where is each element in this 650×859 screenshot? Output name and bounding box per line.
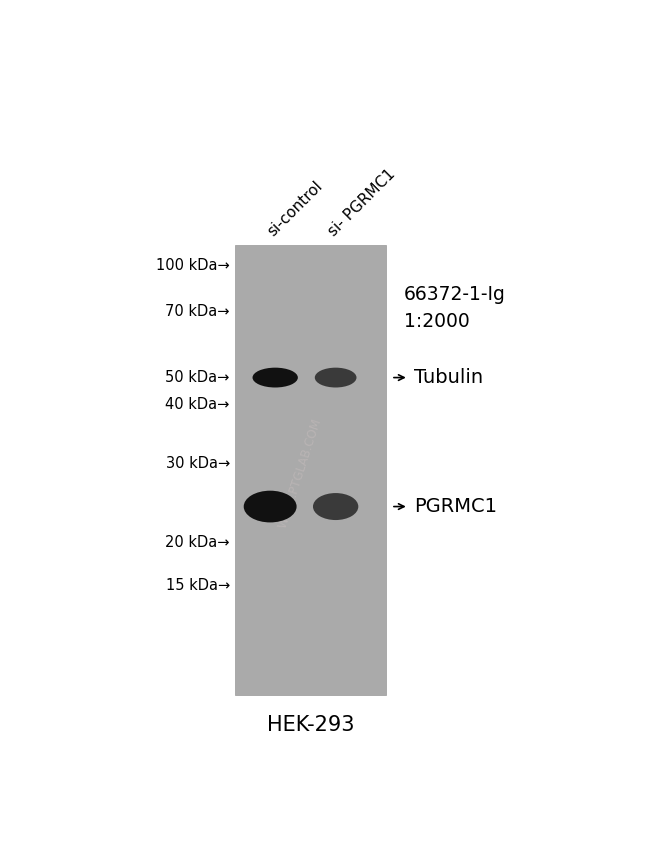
- Text: 40 kDa→: 40 kDa→: [166, 397, 230, 411]
- Ellipse shape: [315, 368, 356, 387]
- Ellipse shape: [244, 490, 296, 522]
- Text: 20 kDa→: 20 kDa→: [165, 535, 230, 551]
- Text: 50 kDa→: 50 kDa→: [166, 370, 230, 385]
- Text: 15 kDa→: 15 kDa→: [166, 578, 230, 594]
- Text: PGRMC1: PGRMC1: [414, 497, 497, 516]
- Text: Tubulin: Tubulin: [414, 368, 483, 387]
- Ellipse shape: [253, 368, 298, 387]
- Text: si- PGRMC1: si- PGRMC1: [325, 166, 398, 239]
- Bar: [235, 246, 386, 695]
- Text: 66372-1-Ig: 66372-1-Ig: [404, 285, 506, 304]
- Text: 30 kDa→: 30 kDa→: [166, 456, 230, 471]
- Text: WWW.PTGLAB.COM: WWW.PTGLAB.COM: [276, 417, 324, 530]
- Text: si-control: si-control: [265, 178, 325, 239]
- Text: 100 kDa→: 100 kDa→: [156, 258, 230, 272]
- Text: 70 kDa→: 70 kDa→: [165, 304, 230, 319]
- Ellipse shape: [313, 493, 358, 520]
- Text: HEK-293: HEK-293: [266, 715, 354, 734]
- Text: 1:2000: 1:2000: [404, 312, 469, 331]
